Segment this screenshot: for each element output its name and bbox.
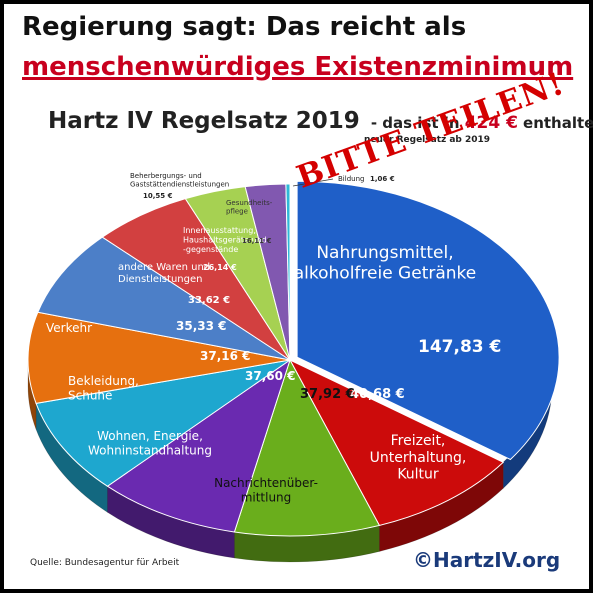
slice-label-3: Wohnen, Energie, Wohninstandhaltung [88, 429, 212, 457]
bildung-leader-line [292, 178, 334, 187]
headline-line-2: menschenwürdiges Existenzminimum [22, 52, 574, 82]
pie-slice-6 [37, 236, 291, 361]
slice-value-9: 10,55 € [143, 192, 173, 200]
copyright-logo: ©HartzIV.org [413, 548, 561, 572]
slice-value-10: 1,06 € [370, 175, 395, 183]
slice-label-10: Bildung [338, 175, 364, 183]
slice-value-6: 33,62 € [188, 295, 230, 306]
pie-slice-10 [285, 183, 291, 361]
slice-value-0: 147,83 € [418, 337, 501, 357]
pie-slices [27, 180, 560, 537]
slice-label-7: Innenausstattung, Haushaltsgeräte und -geg… [183, 226, 267, 254]
headline-line-1: Regierung sagt: Das reicht als [22, 12, 467, 42]
pie-labels: Nahrungsmittel, alkoholfreie Getränke 147,… [46, 172, 501, 504]
slice-value-8: 16,11 € [242, 237, 272, 245]
slice-label-5: Verkehr [46, 321, 92, 335]
slice-label-2: Nachrichtenüber-mittlung [214, 476, 318, 504]
slice-label-9: Beherbergungs- und Gaststättendienstleist… [130, 172, 229, 188]
pie-slice-0 [296, 180, 560, 461]
pie-slice-5 [27, 311, 291, 404]
slice-value-1: 40,68 € [350, 387, 405, 402]
slice-label-0: Nahrungsmittel, alkoholfreie Getränke [294, 243, 477, 283]
slice-value-4: 37,16 € [200, 349, 250, 363]
source-note: Quelle: Bundesagentur für Arbeit [30, 558, 180, 568]
slice-value-7: 26,14 € [203, 263, 237, 272]
pie-slice-3 [106, 358, 291, 533]
subtitle-note: neuer Regelsatz ab 2019 [364, 135, 491, 145]
chart-title: Hartz IV Regelsatz 2019 [48, 108, 360, 134]
pie-slice-4 [35, 359, 291, 487]
slice-label-8: Gesundheits-pflege [226, 199, 273, 215]
pie-slice-2 [233, 358, 381, 537]
subtitle-prefix: - das ist in [370, 114, 460, 132]
slice-value-2: 37,92 € [300, 387, 355, 402]
slice-label-4: Bekleidung, Schuhe [68, 374, 139, 402]
slice-value-5: 35,33 € [176, 319, 226, 333]
pie-slice-1 [288, 358, 505, 527]
slice-value-3: 37,60 € [245, 369, 295, 383]
slice-label-6: andere Waren und Dienstleistungen [118, 262, 210, 285]
slice-label-1: Freizeit, Unterhaltung, Kultur [370, 433, 467, 483]
subtitle-amount: 424 € [464, 113, 518, 133]
chart-title-row: Hartz IV Regelsatz 2019 - das ist in 424… [48, 108, 593, 134]
